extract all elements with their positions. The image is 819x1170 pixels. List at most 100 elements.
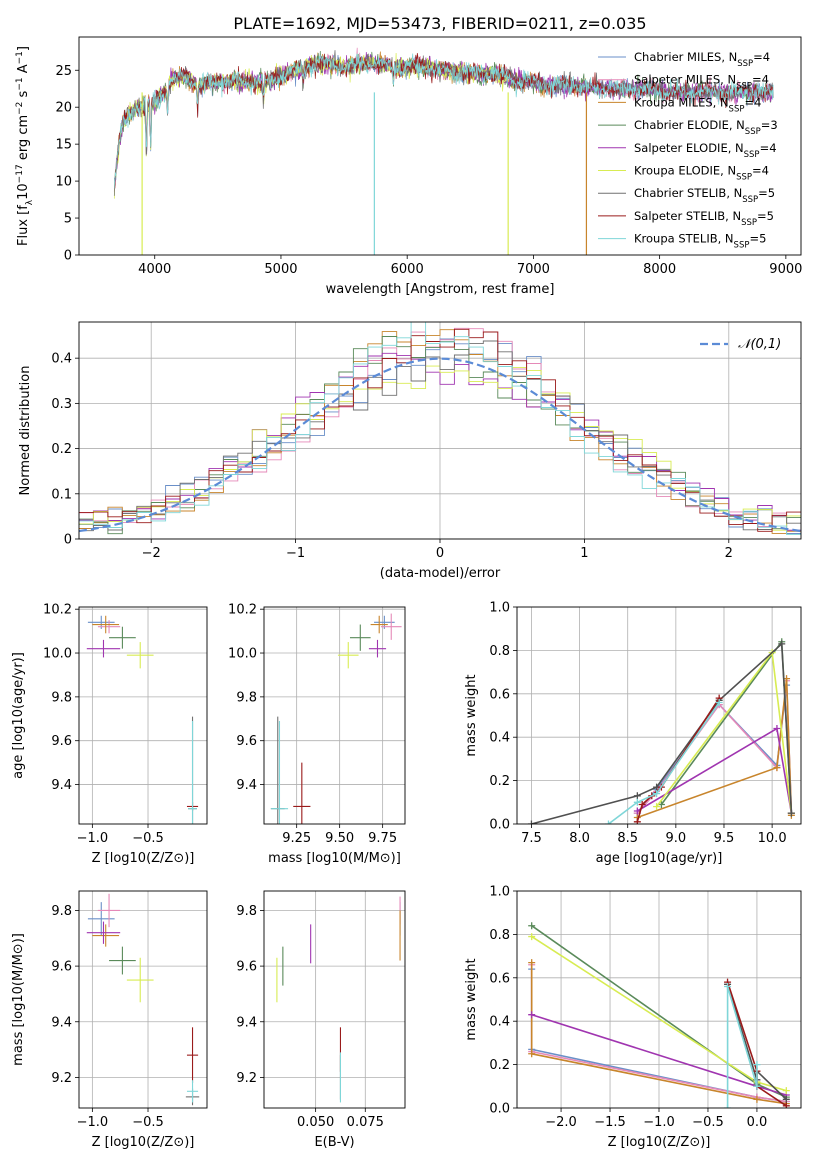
legend-entry: Kroupa MILES, NSSP=4	[634, 95, 761, 114]
plot-area	[264, 891, 405, 1108]
y-tick-label: 5	[64, 212, 72, 227]
mass-weight-marker	[528, 933, 536, 941]
y-tick-label: 9.6	[236, 734, 257, 749]
mass-weight-marker	[527, 820, 535, 824]
axes-frame	[516, 890, 802, 1109]
x-tick-label: 9.5	[714, 831, 735, 846]
y-tick-label: 9.8	[51, 690, 72, 705]
mass-weight-marker	[653, 803, 661, 811]
y-tick-label: 9.6	[236, 960, 257, 975]
y-tick-label: 10	[55, 175, 72, 190]
y-axis-label: mass [log10(M/M⊙)]	[11, 933, 26, 1066]
massweight-vs-age-panel: 7.5 8.0 8.5 9.0 9.5 10.0 0.0 0.2 0.4 0.6 0.8 1.0 age…	[464, 601, 802, 866]
axes-frame	[263, 890, 406, 1109]
legend-entry: Salpeter MILES, NSSP=4	[634, 73, 769, 92]
x-tick-label: 2	[725, 546, 733, 561]
x-axis-label: Z [log10(Z/Z⊙)]	[92, 851, 195, 866]
y-tick-label: 9.4	[51, 1015, 72, 1030]
axes-frame	[78, 321, 802, 540]
y-axis-label: mass weight	[464, 674, 479, 756]
residual-histogram	[79, 365, 801, 531]
x-tick-label: −1.0	[77, 1115, 109, 1130]
legend-entry: Salpeter ELODIE, NSSP=4	[634, 141, 777, 160]
mass-weight-marker	[528, 959, 536, 967]
mass-weight-marker	[753, 1095, 761, 1103]
mass-weight-marker	[528, 1050, 536, 1058]
legend-entry: Kroupa ELODIE, NSSP=4	[634, 164, 769, 183]
y-tick-label: 0.2	[489, 774, 510, 789]
x-tick-label: 9.0	[666, 831, 687, 846]
mass-weight-marker	[773, 764, 781, 772]
y-tick-label: 0.4	[489, 1015, 510, 1030]
mass-weight-line	[530, 962, 787, 1105]
mass-weight-line	[608, 702, 720, 824]
plot-area	[79, 891, 207, 1108]
y-tick-label: 0.2	[51, 442, 72, 457]
legend-entry: Chabrier STELIB, NSSP=5	[634, 186, 775, 205]
x-tick-label: −1.0	[77, 831, 109, 846]
residual-histogram	[79, 328, 801, 532]
age-vs-mass-panel: 9.25 9.50 9.75 9.4 9.6 9.8 10.0 10.2 mass [log10…	[228, 603, 406, 866]
y-tick-label: 9.2	[236, 1071, 257, 1086]
x-tick-label: 7.5	[521, 831, 542, 846]
mass-vs-Z-panel: −1.0 −0.5 9.2 9.4 9.6 9.8 Z [log10(Z/Z⊙)] mass …	[11, 890, 208, 1150]
y-tick-label: 10.0	[228, 647, 257, 662]
y-tick-label: 0.8	[489, 928, 510, 943]
x-tick-label: −0.5	[132, 1115, 164, 1130]
y-axis-label: Flux [fλ10−17 erg cm−2 s−1 A−1]	[15, 46, 35, 246]
x-axis-label: E(B-V)	[314, 1135, 354, 1150]
y-tick-label: 0.4	[51, 352, 72, 367]
y-tick-label: 0.8	[489, 644, 510, 659]
y-tick-label: 9.8	[236, 904, 257, 919]
axes-frame	[78, 36, 802, 256]
mass-weight-marker	[715, 698, 723, 706]
x-tick-label: −0.5	[132, 831, 164, 846]
x-tick-label: 6000	[391, 262, 424, 277]
axes-frame	[516, 606, 802, 825]
x-tick-label: −2.0	[545, 1115, 577, 1130]
y-tick-label: 0.3	[51, 397, 72, 412]
y-tick-label: 0.0	[489, 1102, 510, 1117]
plot-area	[113, 47, 774, 255]
y-tick-label: 0.6	[489, 687, 510, 702]
x-axis-label: age [log10(age/yr)]	[596, 851, 723, 866]
y-tick-label: 9.4	[236, 778, 257, 793]
mass-weight-marker	[778, 640, 786, 648]
y-tick-label: 10.2	[43, 603, 72, 618]
x-tick-label: −1.5	[594, 1115, 626, 1130]
residuals-panel: −2 −1 0 1 2 0 0.1 0.2 0.3 0.4 (data-model)/error No…	[18, 321, 802, 581]
y-tick-label: 9.6	[51, 734, 72, 749]
y-tick-label: 0.2	[489, 1058, 510, 1073]
axes-frame	[78, 606, 208, 825]
y-tick-label: 9.8	[51, 904, 72, 919]
residual-histogram	[79, 329, 801, 534]
y-tick-label: 9.4	[236, 1015, 257, 1030]
plot-area	[264, 607, 405, 824]
y-tick-label: 0.4	[489, 731, 510, 746]
x-tick-label: 0.0	[747, 1115, 768, 1130]
residual-histogram	[79, 322, 801, 536]
y-tick-label: 0.0	[489, 818, 510, 833]
age-vs-Z-panel: −1.0 −0.5 9.4 9.6 9.8 10.0 10.2 Z [log10(Z/Z⊙)]…	[11, 603, 208, 866]
mass-weight-marker	[724, 982, 732, 990]
axes-frame	[78, 890, 208, 1109]
mass-weight-marker	[528, 1011, 536, 1019]
x-tick-label: 9000	[769, 262, 802, 277]
mass-weight-marker	[753, 1061, 761, 1069]
mass-weight-marker	[724, 1104, 732, 1108]
massweight-vs-Z-panel: −2.0 −1.5 −1.0 −0.5 0.0 0.0 0.2 0.4 0.6 0.8 1.0 Z […	[464, 885, 802, 1150]
x-axis-label: Z [log10(Z/Z⊙)]	[92, 1135, 195, 1150]
x-tick-label: 5000	[264, 262, 297, 277]
x-tick-label: 0	[436, 546, 444, 561]
y-tick-label: 0	[64, 533, 72, 548]
mass-weight-marker	[653, 790, 661, 798]
x-tick-label: 9.50	[325, 831, 354, 846]
y-axis-label: age [log10(age/yr)]	[11, 652, 26, 779]
plot-area	[79, 607, 207, 824]
spectrum-series-line	[113, 53, 774, 189]
x-tick-label: 10.0	[758, 831, 787, 846]
mass-weight-marker	[787, 809, 795, 817]
y-tick-label: 9.4	[51, 778, 72, 793]
x-tick-label: −1.0	[643, 1115, 675, 1130]
mass-weight-line	[726, 986, 758, 1108]
